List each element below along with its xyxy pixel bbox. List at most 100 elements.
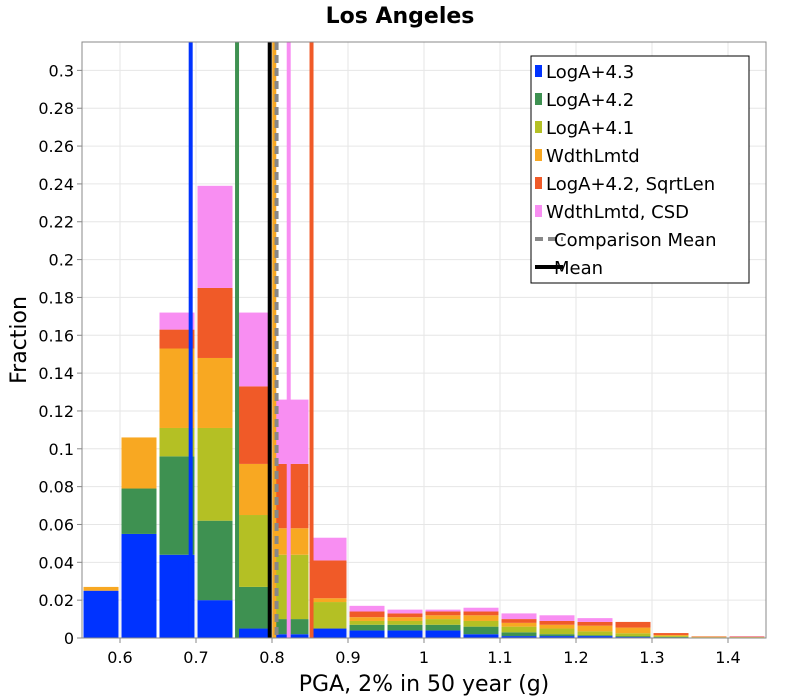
- bar-segment: [273, 528, 309, 555]
- legend-swatch: [535, 65, 542, 77]
- bar-segment: [577, 621, 613, 626]
- x-tick-label: 1.1: [487, 648, 512, 667]
- bar-segment: [501, 619, 537, 623]
- y-tick-label: 0.16: [38, 326, 74, 345]
- y-tick-label: 0.1: [49, 440, 74, 459]
- bar-segment: [159, 456, 195, 555]
- bar-segment: [121, 488, 157, 534]
- y-tick-label: 0.04: [38, 553, 74, 572]
- y-tick-label: 0.24: [38, 175, 74, 194]
- legend-label: LogA+4.3: [546, 62, 634, 83]
- bar-segment: [387, 609, 423, 614]
- bar-segment: [197, 427, 233, 521]
- bar-segment: [273, 399, 309, 464]
- bar-segment: [197, 520, 233, 601]
- legend: LogA+4.3 LogA+4.2 LogA+4.1 WdthLmtd LogA+4.2…: [530, 55, 750, 284]
- bar-segment: [273, 554, 309, 620]
- bar-segment: [311, 628, 347, 638]
- bar-segment: [615, 636, 651, 638]
- legend-label: WdthLmtd, CSD: [546, 202, 689, 223]
- bar-segment: [615, 633, 651, 637]
- y-axis-label: Fraction: [7, 296, 32, 384]
- bar-segment: [159, 329, 195, 349]
- bar-segment: [577, 635, 613, 637]
- bar-segment: [463, 620, 499, 627]
- bar-segment: [235, 628, 271, 638]
- bar-segment: [311, 598, 347, 603]
- bar-segment: [463, 611, 499, 616]
- bar-segment: [539, 615, 575, 621]
- bar-segment: [501, 632, 537, 637]
- bar-segment: [159, 312, 195, 330]
- legend-label: Comparison Mean: [554, 230, 717, 251]
- y-tick-label: 0.2: [49, 251, 74, 270]
- y-tick-label: 0.14: [38, 364, 74, 383]
- bar-segment: [349, 624, 385, 631]
- bar-segment: [615, 627, 651, 634]
- bar-segment: [539, 620, 575, 625]
- legend-swatch: [535, 93, 542, 105]
- y-tick-label: 0.28: [38, 99, 74, 118]
- legend-label: LogA+4.2: [546, 90, 634, 111]
- y-tick-label: 0.12: [38, 402, 74, 421]
- legend-swatch: [535, 121, 542, 133]
- legend-label: LogA+4.1: [546, 118, 634, 139]
- bar-segment: [425, 611, 461, 616]
- bar-segment: [235, 515, 271, 587]
- bar-segment: [501, 636, 537, 638]
- bar-segment: [425, 615, 461, 620]
- bar-segment: [349, 620, 385, 625]
- legend-swatch: [535, 205, 542, 217]
- bar-segment: [501, 626, 537, 633]
- y-tick-label: 0.18: [38, 288, 74, 307]
- bar-segment: [197, 357, 233, 428]
- bar-segment: [387, 617, 423, 621]
- x-axis-ticks: 0.6 0.7 0.8 0.9 1 1.1 1.2 1.3 1.4: [107, 638, 741, 667]
- bar-segment: [463, 626, 499, 635]
- bar-segment: [159, 348, 195, 428]
- bar-segment: [197, 185, 233, 288]
- legend-label: WdthLmtd: [546, 146, 640, 167]
- bar-segment: [425, 624, 461, 631]
- bar-segment: [501, 613, 537, 620]
- y-tick-label: 0.22: [38, 213, 74, 232]
- bar-segment: [387, 620, 423, 625]
- bar-segment: [235, 386, 271, 464]
- bar-segment: [577, 625, 613, 632]
- y-tick-label: 0.08: [38, 478, 74, 497]
- chart-title: Los Angeles: [326, 4, 475, 29]
- x-axis-label: PGA, 2% in 50 year (g): [299, 672, 550, 697]
- legend-label: Mean: [554, 258, 603, 279]
- x-tick-label: 1: [419, 648, 429, 667]
- bars: [83, 185, 765, 638]
- bar-segment: [653, 633, 689, 635]
- bar-segment: [159, 427, 195, 457]
- bar-segment: [463, 634, 499, 638]
- bar-segment: [653, 634, 689, 636]
- y-axis-ticks: 0 0.02 0.04 0.06 0.08 0.1 0.12 0.14 0.16 0.18 0.2 0…: [38, 61, 82, 648]
- bar-segment: [235, 312, 271, 387]
- bar-segment: [83, 590, 119, 638]
- legend-swatch: [535, 149, 542, 161]
- bar-segment: [273, 634, 309, 638]
- x-tick-label: 0.7: [183, 648, 208, 667]
- y-tick-label: 0: [64, 629, 74, 648]
- bar-segment: [577, 618, 613, 622]
- y-tick-label: 0.06: [38, 515, 74, 534]
- bar-segment: [463, 607, 499, 612]
- bar-segment: [653, 635, 689, 637]
- x-tick-label: 0.9: [335, 648, 360, 667]
- bar-segment: [425, 630, 461, 638]
- bar-segment: [577, 631, 613, 636]
- bar-segment: [691, 636, 727, 638]
- bar-segment: [121, 533, 157, 638]
- bar-segment: [311, 537, 347, 561]
- bar-segment: [653, 636, 689, 638]
- bar-segment: [387, 613, 423, 618]
- x-tick-label: 1.2: [563, 648, 588, 667]
- bar-segment: [311, 560, 347, 599]
- bar-segment: [273, 463, 309, 529]
- bar-segment: [539, 628, 575, 635]
- bar-segment: [501, 622, 537, 627]
